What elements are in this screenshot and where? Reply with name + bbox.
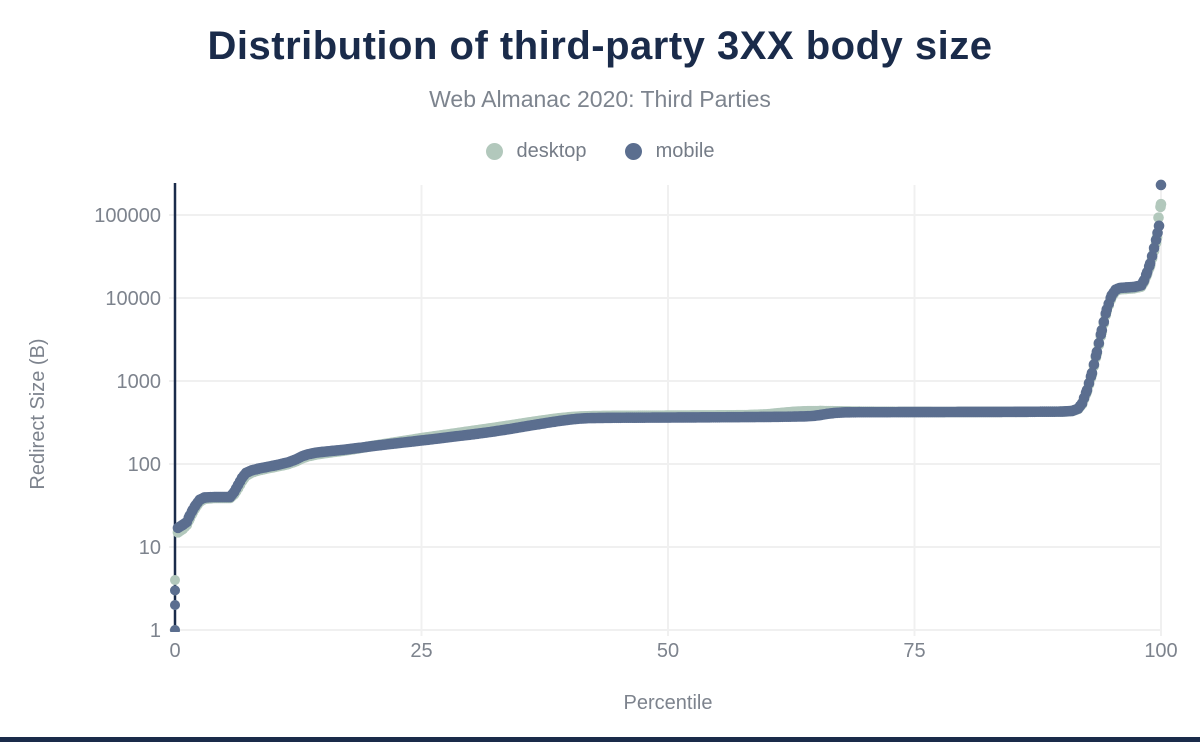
mobile-series-swatch-icon [624, 143, 642, 160]
y-tick-label: 1000 [117, 371, 162, 393]
y-tick-label: 100000 [94, 205, 161, 227]
mobile-data-point[interactable] [1148, 242, 1160, 254]
desktop-data-point[interactable] [1153, 212, 1164, 223]
mobile-outlier-point[interactable] [170, 600, 180, 611]
mobile-data-point[interactable] [1093, 337, 1105, 349]
mobile-data-point[interactable] [1091, 346, 1103, 358]
y-tick-label: 10 [139, 537, 161, 559]
x-tick-label: 100 [1144, 640, 1177, 662]
x-axis-label: Percentile [624, 692, 713, 714]
legend: desktop mobile [0, 140, 1200, 163]
mobile-data-point[interactable] [1096, 324, 1108, 336]
desktop-series-swatch-icon [485, 143, 503, 160]
x-tick-label: 50 [657, 640, 679, 662]
gridlines [169, 185, 1162, 636]
x-tick-label: 0 [169, 640, 180, 662]
legend-item-mobile[interactable]: mobile [624, 140, 715, 163]
chart-title: Distribution of third-party 3XX body siz… [207, 24, 993, 68]
footer-accent-bar [0, 737, 1200, 742]
mobile-data-point[interactable] [1098, 316, 1110, 328]
legend-label-mobile: mobile [655, 140, 715, 162]
legend-label-desktop: desktop [516, 140, 587, 162]
mobile-data-point[interactable] [1155, 179, 1167, 191]
mobile-outlier-point[interactable] [170, 585, 180, 596]
desktop-outlier-point[interactable] [170, 575, 180, 586]
y-tick-label: 100 [128, 454, 161, 476]
chart-subtitle: Web Almanac 2020: Third Parties [429, 86, 771, 112]
mobile-data-point[interactable] [1086, 367, 1098, 379]
desktop-data-point[interactable] [1155, 198, 1167, 210]
legend-item-desktop[interactable]: desktop [485, 140, 587, 163]
mobile-data-point[interactable] [1088, 359, 1100, 370]
x-tick-label: 25 [410, 640, 432, 662]
mobile-outlier-point[interactable] [170, 625, 180, 635]
y-tick-label: 10000 [105, 288, 161, 310]
x-tick-label: 75 [903, 640, 925, 662]
mobile-data-point[interactable] [1153, 220, 1165, 232]
y-tick-label: 1 [150, 620, 161, 642]
y-axis-label: Redirect Size (B) [27, 338, 49, 489]
mobile-data-point[interactable] [1146, 250, 1158, 262]
